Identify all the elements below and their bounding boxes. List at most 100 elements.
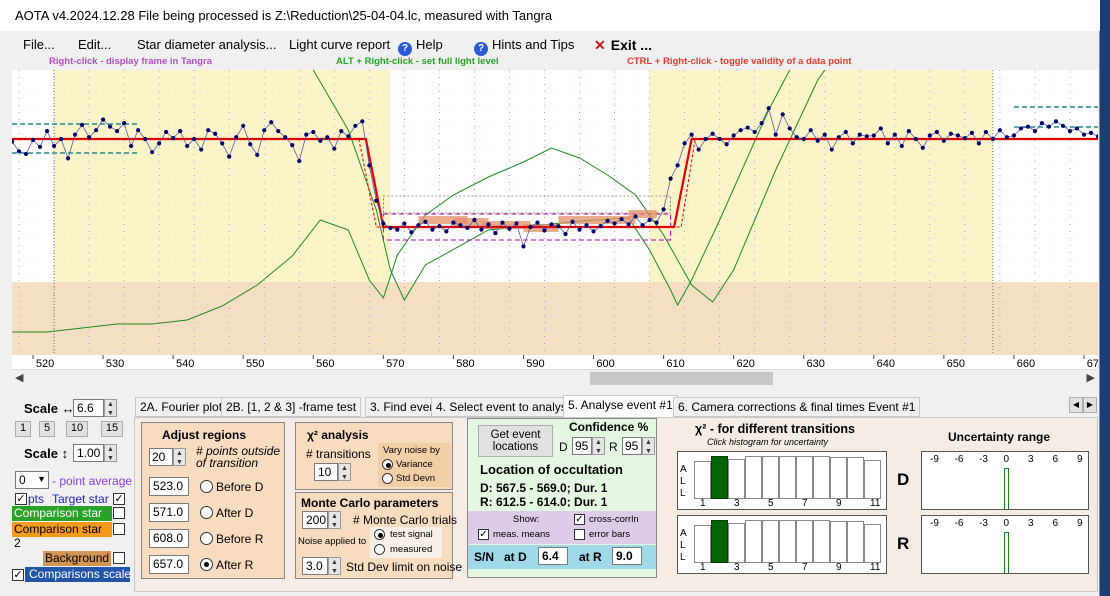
chi2-r-bar-9[interactable] <box>830 521 847 563</box>
comparison-star-2-checkbox[interactable] <box>113 523 125 535</box>
mc-trials-input[interactable]: 200 <box>302 511 328 529</box>
after-r-value[interactable]: 657.0 <box>149 555 189 574</box>
before-r-value[interactable]: 608.0 <box>149 529 189 548</box>
horizontal-scrollbar[interactable]: ◀ ▶ <box>12 369 1098 386</box>
chi2-r-bar-4[interactable] <box>745 520 762 563</box>
light-curve-plot[interactable] <box>12 70 1098 355</box>
chi2-d-bar-6[interactable] <box>779 456 796 499</box>
scale-horizontal-spinner[interactable]: ▲ ▼ <box>104 399 117 417</box>
scroll-right-arrow-icon[interactable]: ▶ <box>1086 372 1095 384</box>
comparisons-scaled-checkbox[interactable]: ✓ <box>12 569 24 581</box>
tab-scroll-left-icon[interactable]: ◀ <box>1069 397 1083 413</box>
test-signal-radio[interactable] <box>374 529 385 540</box>
chi2-r-bar-7[interactable] <box>796 520 813 563</box>
tab-camera-corrections[interactable]: 6. Camera corrections & final times Even… <box>673 397 921 417</box>
chi2-r-bar-2[interactable] <box>711 520 728 563</box>
scale-btn-1[interactable]: 1 <box>15 421 31 437</box>
chi2-r-bar-6[interactable] <box>779 520 796 563</box>
measured-radio[interactable] <box>374 544 385 555</box>
before-d-radio[interactable] <box>200 480 213 493</box>
scale-horizontal-input[interactable]: 6.6 <box>73 399 104 417</box>
std-dev-limit-spinner[interactable]: ▲ ▼ <box>328 557 341 575</box>
scroll-thumb[interactable] <box>590 372 773 385</box>
menu-exit[interactable]: ✕ Exit ... <box>594 37 652 54</box>
chi2-d-bar-11[interactable] <box>864 460 881 499</box>
before-d-value[interactable]: 523.0 <box>149 477 189 496</box>
chi2-d-bar-1[interactable] <box>694 461 711 499</box>
after-d-value[interactable]: 571.0 <box>149 503 189 522</box>
confidence-title: Confidence % <box>569 420 649 434</box>
tab-fourier-plot[interactable]: 2A. Fourier plot <box>135 397 228 417</box>
points-outside-spinner[interactable]: ▲ ▼ <box>173 448 186 466</box>
pts-checkbox[interactable]: ✓ <box>15 493 27 505</box>
chi2-d-bar-2[interactable] <box>711 456 728 499</box>
points-outside-input[interactable]: 20 <box>149 448 173 466</box>
target-star-checkbox[interactable]: ✓ <box>113 493 125 505</box>
chi2-d-bar-9[interactable] <box>830 457 847 499</box>
scale-btn-15[interactable]: 15 <box>101 421 123 437</box>
chi2-r-bar-10[interactable] <box>847 521 864 563</box>
cross-corr-checkbox[interactable]: ✓ <box>574 514 585 525</box>
meas-means-label: meas. means <box>493 529 551 540</box>
before-r-radio[interactable] <box>200 532 213 545</box>
transitions-input[interactable]: 10 <box>314 463 338 481</box>
tab-select-event[interactable]: 4. Select event to analyse <box>431 397 579 417</box>
error-bars-checkbox[interactable] <box>574 529 585 540</box>
data-point-633 <box>822 132 827 137</box>
std-devn-radio[interactable] <box>382 473 393 484</box>
tab-scroll-right-icon[interactable]: ▶ <box>1083 397 1097 413</box>
measured-mean-bar <box>593 216 636 224</box>
transitions-spinner[interactable]: ▲ ▼ <box>338 463 351 481</box>
background-checkbox[interactable] <box>113 552 125 564</box>
tab-find-events[interactable]: 3. Find events <box>365 397 451 417</box>
tab-frame-test[interactable]: 2B. [1, 2 & 3] -frame test <box>221 397 362 417</box>
chi2-d-bar-5[interactable] <box>762 456 779 499</box>
chi2-d-bar-10[interactable] <box>847 457 864 499</box>
chi2-d-bar-7[interactable] <box>796 456 813 499</box>
variance-radio[interactable] <box>382 459 393 470</box>
data-point-615 <box>696 147 701 152</box>
chi2-r-bar-5[interactable] <box>762 520 779 563</box>
chi2-r-bar-1[interactable] <box>694 525 711 563</box>
chi2-d-label-7: 7 <box>802 498 808 509</box>
chi2-d-bar-4[interactable] <box>745 456 762 499</box>
chi2-r-bar-11[interactable] <box>864 524 881 563</box>
chi2-d-bar-3[interactable] <box>728 459 745 499</box>
confidence-r-spinner[interactable]: ▲ ▼ <box>642 437 655 455</box>
data-point-665 <box>1046 124 1052 129</box>
unc-r-tick--3: -3 <box>979 518 988 529</box>
tab-analyse-event[interactable]: 5. Analyse event #1 <box>563 395 678 417</box>
chi2-r-bar-3[interactable] <box>728 523 745 563</box>
chi2-r-bar-8[interactable] <box>813 520 830 563</box>
std-dev-limit-input[interactable]: 3.0 <box>302 557 328 575</box>
menu-help[interactable]: ? Help <box>398 37 443 56</box>
meas-means-checkbox[interactable]: ✓ <box>478 529 489 540</box>
scale-vertical-label: Scale ↕ <box>24 446 69 461</box>
chi2-histogram-d[interactable]: A L L 1 3 5 7 9 11 <box>677 451 887 510</box>
after-r-radio[interactable] <box>200 558 213 571</box>
scroll-left-arrow-icon[interactable]: ◀ <box>15 372 24 384</box>
chi2-d-bar-8[interactable] <box>813 456 830 499</box>
hint-alt-right-click: ALT + Right-click - set full light level <box>336 56 499 67</box>
menu-hints[interactable]: ? Hints and Tips <box>474 37 574 56</box>
get-event-locations-button[interactable]: Get event locations <box>478 425 553 457</box>
point-average-dropdown[interactable]: 0 ▼ <box>15 471 49 489</box>
menu-edit[interactable]: Edit... <box>78 37 112 52</box>
chi2-histogram-r[interactable]: A L L 1 3 5 7 9 11 <box>677 515 887 574</box>
scale-btn-10[interactable]: 10 <box>66 421 88 437</box>
mc-trials-spinner[interactable]: ▲ ▼ <box>328 511 341 529</box>
menu-light-curve-report[interactable]: Light curve report <box>289 37 391 52</box>
after-d-radio[interactable] <box>200 506 213 519</box>
scale-btn-5[interactable]: 5 <box>39 421 55 437</box>
confidence-r-input[interactable]: 95 <box>622 437 642 455</box>
confidence-d-input[interactable]: 95 <box>572 437 592 455</box>
scale-vertical-input[interactable]: 1.00 <box>73 444 104 462</box>
confidence-d-spinner[interactable]: ▲ ▼ <box>592 437 605 455</box>
data-point-610 <box>661 207 666 212</box>
menu-star-diameter[interactable]: Star diameter analysis... <box>137 37 277 52</box>
data-point-548 <box>227 154 232 159</box>
scale-vertical-spinner[interactable]: ▲ ▼ <box>104 444 117 462</box>
comparison-star-1-checkbox[interactable] <box>113 507 125 519</box>
menu-file[interactable]: File... <box>23 37 55 52</box>
data-point-661 <box>1018 126 1024 131</box>
